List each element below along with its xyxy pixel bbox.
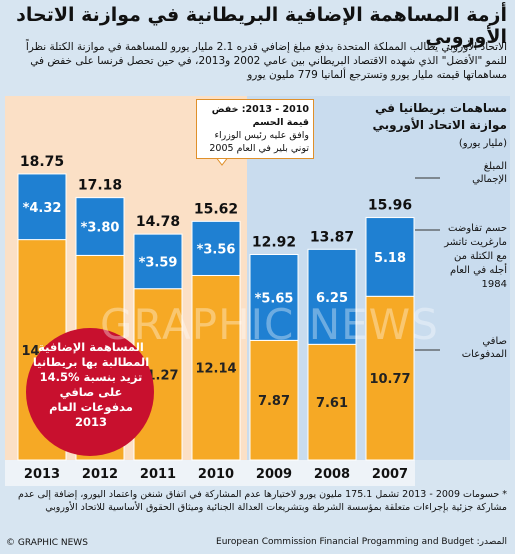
bar-segment: [75, 197, 125, 256]
x-tick-label: 2012: [82, 467, 118, 482]
value-label: 6.25: [316, 291, 348, 306]
total-label: 15.96: [368, 198, 412, 214]
value-label: 10.77: [369, 372, 410, 387]
subtitle-text: مساهمات بريطانيا في موازنة الاتحاد الأور…: [372, 101, 507, 132]
legend-net: صافي المدفوعات: [461, 336, 507, 360]
callout-title: 2010 - 2013: خفض قيمة الحسم: [211, 104, 309, 128]
value-label: 12.14: [195, 362, 236, 377]
bar-segment: [191, 220, 241, 276]
x-tick-label: 2010: [198, 467, 234, 482]
total-label: 17.18: [78, 178, 122, 194]
x-tick-label: 2013: [24, 467, 60, 482]
value-label: *4.32: [23, 201, 62, 216]
bar-segment: [191, 274, 241, 461]
x-tick-label: 2008: [314, 467, 350, 482]
value-label: 5.18: [374, 251, 406, 266]
legend-total: المبلغ الإجمالي: [472, 161, 507, 185]
bar-segment: [249, 253, 299, 341]
subtitle: مساهمات بريطانيا في موازنة الاتحاد الأور…: [357, 100, 507, 152]
intro: الاتحاد الأوروبي يطالب المملكة المتحدة ب…: [25, 41, 507, 81]
x-tick-label: 2011: [140, 467, 176, 482]
value-label: *5.65: [255, 291, 294, 306]
total-label: 15.62: [194, 201, 238, 217]
bar-segment: [249, 339, 299, 461]
x-tick-label: 2007: [372, 467, 408, 482]
bar-segment: [365, 217, 415, 297]
total-label: 18.75: [20, 154, 64, 170]
year-band: [5, 460, 415, 486]
title: أزمة المساهمة الإضافية البريطانية في موا…: [16, 4, 507, 48]
bar-segment: [133, 233, 183, 290]
bar-segment: [17, 173, 67, 241]
credit: © GRAPHIC NEWS: [6, 538, 88, 548]
total-label: 14.78: [136, 214, 180, 230]
value-label: *3.80: [81, 221, 120, 236]
callout-text: وافق عليه رئيس الوزراء توني بلير في العا…: [209, 130, 309, 154]
highlight-circle: [26, 328, 154, 456]
value-label: 7.87: [258, 394, 290, 409]
unit: (مليار يورو): [458, 138, 507, 149]
circle-text: المساهمة الإضافية المطالبة بها بريطانيا …: [32, 340, 150, 429]
watermark: GRAPHIC NEWS: [100, 300, 439, 349]
annotation: حسم تفاوضت مارغريت تاتشر مع الكتلة من أج…: [444, 223, 507, 290]
bar-segment: [365, 295, 415, 461]
source: المصدر: European Commission Financial Pr…: [216, 537, 507, 547]
x-tick-label: 2009: [256, 467, 292, 482]
footnote: * حسومات 2009 - 2013 تشمل 175.1 مليون يو…: [17, 489, 507, 513]
value-label: *3.56: [197, 242, 236, 257]
callout: 2010 - 2013: خفض قيمة الحسم وافق عليه رئي…: [196, 99, 314, 159]
bar-segment: [307, 248, 357, 345]
bar-segment: [307, 343, 357, 461]
value-label: 7.61: [316, 396, 348, 411]
total-label: 13.87: [310, 229, 354, 245]
value-label: *3.59: [139, 255, 178, 270]
total-label: 12.92: [252, 234, 296, 250]
